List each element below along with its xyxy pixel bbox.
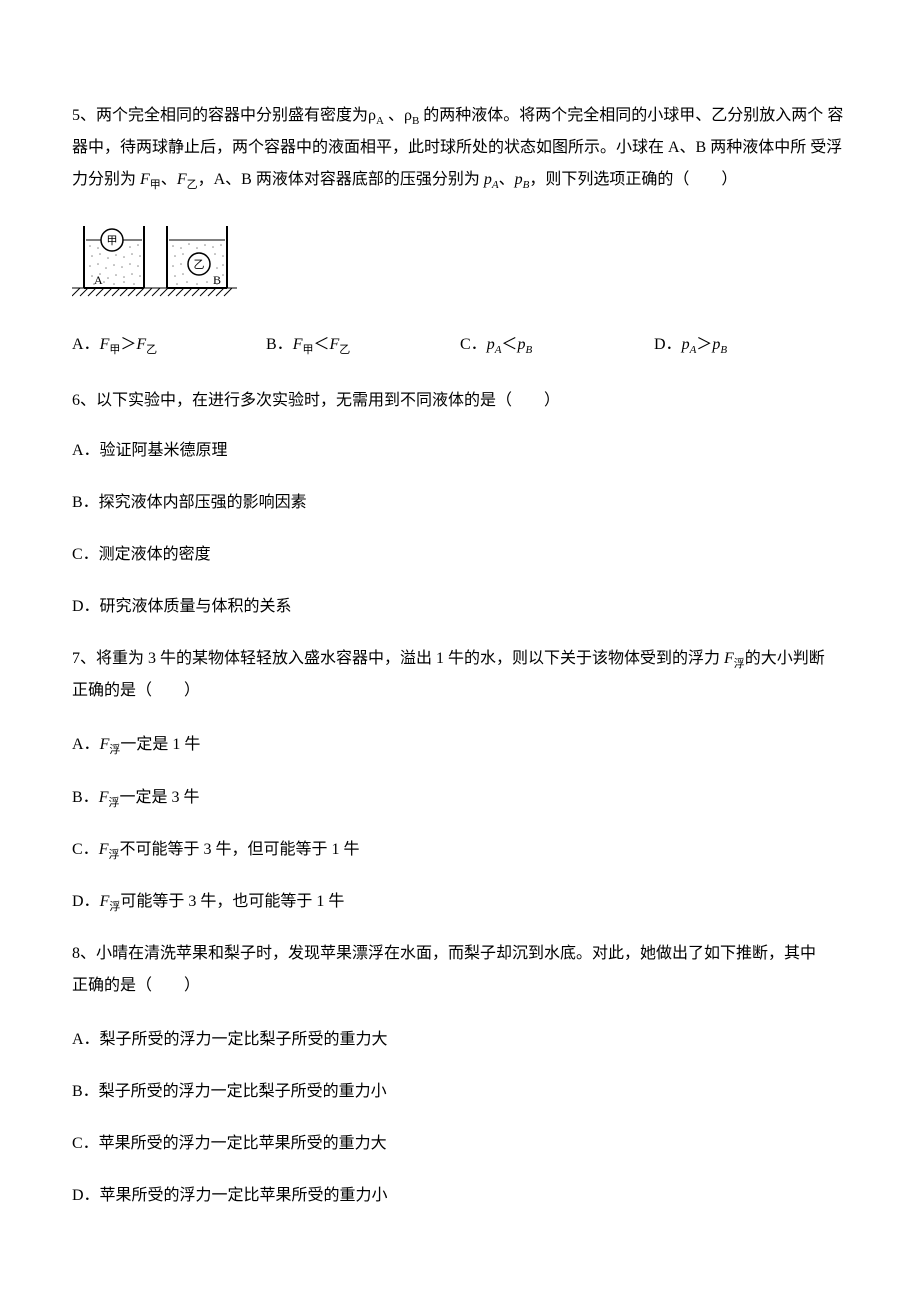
q7-stem-sub: 浮 bbox=[734, 658, 745, 670]
q7-opt-c: C．F浮不可能等于 3 牛，但可能等于 1 牛 bbox=[72, 834, 848, 866]
q5-a-f1: F bbox=[100, 336, 110, 353]
q7-b-sub: 浮 bbox=[108, 797, 119, 809]
q8-stem-b: 正确的是（ ） bbox=[72, 977, 200, 994]
q5-options: A．F甲＞F乙 B．F甲＜F乙 C．pA＜pB D．pA＞pB bbox=[72, 329, 848, 361]
q5-a-f2: F bbox=[136, 336, 146, 353]
q7-c-post: 不可能等于 3 牛，但可能等于 1 牛 bbox=[119, 841, 359, 858]
q7-stem-f: F bbox=[724, 650, 734, 667]
q8-stem-a: 8、小晴在清洗苹果和梨子时，发现苹果漂浮在水面，而梨子却沉到水底。对此，她做出了… bbox=[72, 945, 816, 962]
q7-opt-d: D．F浮可能等于 3 牛，也可能等于 1 牛 bbox=[72, 886, 848, 918]
q5-f1: F bbox=[140, 171, 150, 188]
q5-a-mid: ＞ bbox=[120, 336, 136, 353]
q5-sub-jia: 甲 bbox=[150, 179, 161, 191]
q5-stem-l3e: ，则下列选项正确的（ ） bbox=[529, 171, 737, 188]
q7-b-post: 一定是 3 牛 bbox=[119, 789, 199, 806]
q5-diagram: 甲 A 乙 B bbox=[72, 218, 848, 307]
q5-c-mid: ＜ bbox=[501, 336, 517, 353]
q5-stem-l3c: ，A、B 两液体对容器底部的压强分别为 bbox=[198, 171, 484, 188]
q8-stem: 8、小晴在清洗苹果和梨子时，发现苹果漂浮在水面，而梨子却沉到水底。对此，她做出了… bbox=[72, 938, 848, 1002]
container-a-label: A bbox=[94, 273, 103, 287]
q5-c-pre: C． bbox=[460, 336, 487, 353]
q7-stem-c: 正确的是（ ） bbox=[72, 682, 200, 699]
q5-opt-b: B．F甲＜F乙 bbox=[266, 329, 460, 361]
container-a: 甲 A bbox=[84, 226, 144, 288]
q8-opt-c: C．苹果所受的浮力一定比苹果所受的重力大 bbox=[72, 1128, 848, 1160]
q6-opt-b: B．探究液体内部压强的影响因素 bbox=[72, 487, 848, 519]
q7-a-pre: A． bbox=[72, 736, 100, 753]
q7-stem: 7、将重为 3 牛的某物体轻轻放入盛水容器中，溢出 1 牛的水，则以下关于该物体… bbox=[72, 643, 848, 707]
ball-yi-label: 乙 bbox=[194, 258, 205, 271]
q5-sub-pa: A bbox=[492, 179, 499, 191]
q5-stem-text: 5、两个完全相同的容器中分别盛有密度为ρ bbox=[72, 107, 376, 124]
q5-b-mid: ＜ bbox=[313, 336, 329, 353]
q7-stem-b: 的大小判断 bbox=[745, 650, 825, 667]
q7-a-post: 一定是 1 牛 bbox=[120, 736, 200, 753]
document-page: 5、两个完全相同的容器中分别盛有密度为ρA 、ρB 的两种液体。将两个完全相同的… bbox=[0, 0, 920, 1302]
q7-d-f: F bbox=[100, 893, 110, 910]
q5-opt-a: A．F甲＞F乙 bbox=[72, 329, 266, 361]
q5-stem: 5、两个完全相同的容器中分别盛有密度为ρA 、ρB 的两种液体。将两个完全相同的… bbox=[72, 100, 848, 196]
q7-opt-a: A．F浮一定是 1 牛 bbox=[72, 729, 848, 761]
q7-stem-a: 7、将重为 3 牛的某物体轻轻放入盛水容器中，溢出 1 牛的水，则以下关于该物体… bbox=[72, 650, 724, 667]
q5-stem-l1end: 的两种液体。将两个完全相同的小球甲、乙分别放入两个 bbox=[419, 107, 823, 124]
q6-opt-d: D．研究液体质量与体积的关系 bbox=[72, 591, 848, 623]
q5-a-s1: 甲 bbox=[109, 344, 120, 356]
q5-stem-l3b: 、 bbox=[161, 171, 177, 188]
q5-d-mid: ＞ bbox=[696, 336, 712, 353]
q7-opt-b: B．F浮一定是 3 牛 bbox=[72, 782, 848, 814]
q7-b-f: F bbox=[99, 789, 109, 806]
q6-stem: 6、以下实验中，在进行多次实验时，无需用到不同液体的是（ ） bbox=[72, 385, 848, 417]
q5-f2: F bbox=[177, 171, 187, 188]
q5-b-f1: F bbox=[293, 336, 303, 353]
q7-a-f: F bbox=[100, 736, 110, 753]
q5-sub-a: A bbox=[376, 115, 384, 127]
q5-a-pre: A． bbox=[72, 336, 100, 353]
containers-diagram-svg: 甲 A 乙 B bbox=[72, 218, 237, 298]
q7-b-pre: B． bbox=[72, 789, 99, 806]
q5-c-s2: B bbox=[525, 344, 532, 356]
q8-opt-a: A．梨子所受的浮力一定比梨子所受的重力大 bbox=[72, 1024, 848, 1056]
q5-d-p1: p bbox=[682, 336, 690, 353]
q7-d-post: 可能等于 3 牛，也可能等于 1 牛 bbox=[120, 893, 344, 910]
q8-opt-b: B．梨子所受的浮力一定比梨子所受的重力小 bbox=[72, 1076, 848, 1108]
q5-b-s2: 乙 bbox=[339, 344, 350, 356]
q7-c-f: F bbox=[99, 841, 109, 858]
container-b-label: B bbox=[213, 273, 221, 287]
q7-c-pre: C． bbox=[72, 841, 99, 858]
q5-opt-d: D．pA＞pB bbox=[654, 329, 848, 361]
q7-a-sub: 浮 bbox=[109, 745, 120, 757]
q5-p1: p bbox=[484, 171, 492, 188]
q5-b-s1: 甲 bbox=[302, 344, 313, 356]
q6-opt-c: C．测定液体的密度 bbox=[72, 539, 848, 571]
q5-sub-yi: 乙 bbox=[187, 179, 198, 191]
q5-b-f2: F bbox=[329, 336, 339, 353]
q5-stem-l3d: 、 bbox=[499, 171, 515, 188]
q7-d-pre: D． bbox=[72, 893, 100, 910]
q5-opt-c: C．pA＜pB bbox=[460, 329, 654, 361]
q5-d-pre: D． bbox=[654, 336, 682, 353]
q8-opt-d: D．苹果所受的浮力一定比苹果所受的重力小 bbox=[72, 1180, 848, 1212]
q5-d-s2: B bbox=[720, 344, 727, 356]
ball-jia-label: 甲 bbox=[107, 235, 118, 247]
q5-b-pre: B． bbox=[266, 336, 293, 353]
q7-d-sub: 浮 bbox=[109, 901, 120, 913]
container-b: 乙 B bbox=[167, 226, 227, 288]
q5-c-p1: p bbox=[487, 336, 495, 353]
q7-c-sub: 浮 bbox=[108, 849, 119, 861]
q6-opt-a: A．验证阿基米德原理 bbox=[72, 435, 848, 467]
q5-p2: p bbox=[515, 171, 523, 188]
q5-a-s2: 乙 bbox=[146, 344, 157, 356]
q5-stem-mid1: 、ρ bbox=[384, 107, 412, 124]
